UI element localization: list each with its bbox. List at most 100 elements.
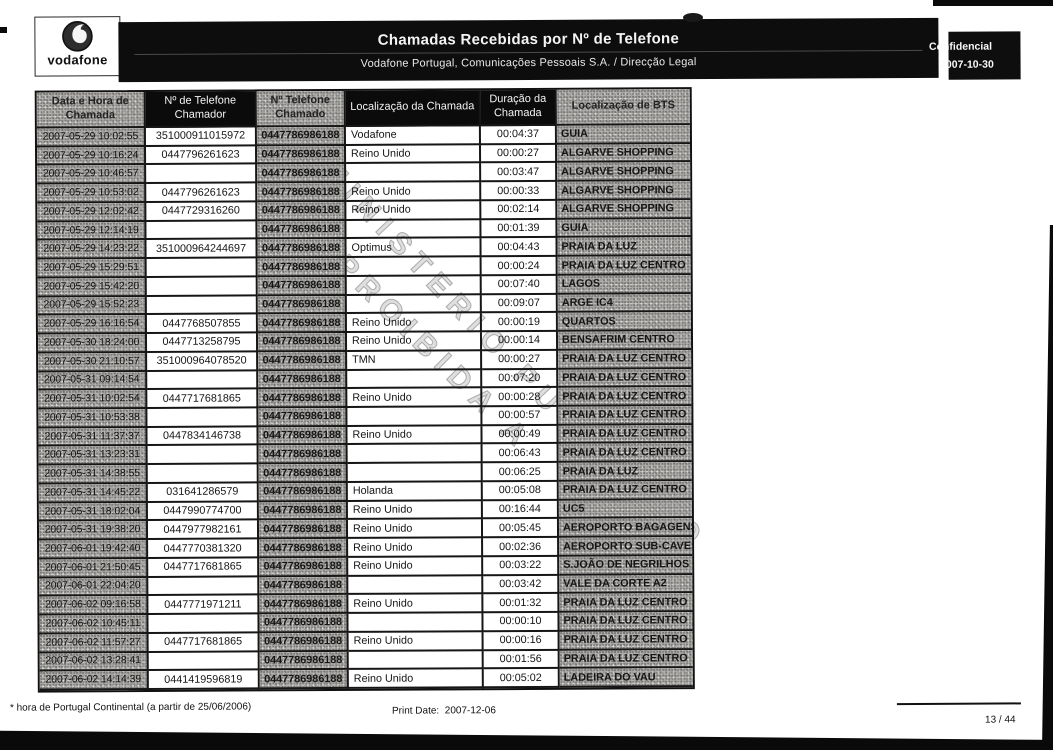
called-number-cell: 0447786986188: [258, 370, 348, 390]
datetime-cell: 2007-05-31 11:37:37: [38, 427, 148, 448]
table-body: 2007-05-29 10:02:55 351000911015972 044778…: [36, 125, 693, 691]
bts-location-cell: GUIA: [557, 218, 691, 239]
scan-artifact-blob: [683, 13, 703, 22]
called-number-cell: 0447786986188: [257, 239, 347, 259]
duration-cell: 00:03:47: [481, 163, 558, 183]
datetime-cell: 2007-05-29 12:14:19: [37, 221, 147, 241]
duration-cell: 00:02:14: [481, 200, 558, 220]
call-location-cell: Reino Unido: [346, 332, 483, 352]
caller-number-cell: 0447717681865: [148, 633, 260, 653]
call-location-cell: Reino Unido: [348, 594, 484, 615]
vodafone-logo-box: vodafone: [34, 16, 121, 77]
caller-number-cell: 0447771971211: [148, 595, 260, 616]
duration-cell: 00:00:57: [482, 406, 559, 426]
datetime-cell: 2007-06-02 14:14:39: [39, 671, 149, 691]
caller-number-cell: 0447729316260: [146, 202, 258, 222]
bts-location-cell: GUIA: [556, 125, 690, 145]
bts-location-cell: PRAIA DA LUZ CENTRO: [558, 387, 692, 407]
datetime-cell: 2007-05-29 10:16:24: [36, 146, 147, 167]
caller-number-cell: [146, 164, 258, 185]
bts-location-cell: ARGE IC4: [557, 293, 691, 314]
called-number-cell: 0447786986188: [259, 557, 349, 578]
datetime-cell: 2007-05-31 10:53:38: [38, 409, 148, 429]
call-location-cell: Reino Unido: [347, 388, 483, 408]
bts-location-cell: AEROPORTO SUB-CAVES: [559, 537, 693, 557]
caller-number-cell: 0447990774700: [147, 502, 259, 522]
call-location-cell: Holanda: [347, 482, 483, 502]
received-calls-table: Data e Hora de Chamada Nº de Telefone Ch…: [34, 87, 695, 693]
duration-cell: 00:00:24: [481, 256, 558, 277]
called-number-cell: 0447786986188: [258, 482, 348, 503]
called-number-cell: 0447786986188: [257, 314, 347, 334]
call-location-cell: [348, 613, 484, 633]
caller-number-cell: 0447717681865: [148, 558, 260, 578]
called-number-cell: 0447786986188: [258, 445, 348, 465]
duration-cell: 00:00:49: [482, 425, 559, 445]
duration-cell: 00:00:19: [481, 313, 558, 333]
column-header-bts-location: Localização de BTS: [556, 89, 690, 126]
datetime-cell: 2007-05-29 15:29:51: [37, 259, 147, 279]
duration-cell: 00:07:40: [481, 275, 558, 295]
datetime-cell: 2007-06-02 10:45:11: [39, 615, 149, 635]
called-number-cell: 0447786986188: [259, 595, 349, 615]
called-number-cell: 0447786986188: [258, 351, 348, 371]
bts-location-cell: PRAIA DA LUZ CENTRO: [558, 406, 692, 426]
datetime-cell: 2007-05-29 10:46:57: [37, 165, 147, 185]
bts-location-cell: PRAIA DA LUZ: [558, 462, 692, 482]
datetime-cell: 2007-05-30 18:24:00: [37, 334, 148, 354]
report-header-bar: Chamadas Recebidas por Nº de Telefone Vo…: [118, 17, 939, 83]
call-location-cell: [348, 575, 484, 596]
call-location-cell: [348, 650, 484, 671]
called-number-cell: 0447786986188: [259, 539, 349, 559]
called-number-cell: 0447786986188: [257, 201, 347, 222]
duration-cell: 00:04:37: [480, 125, 557, 145]
datetime-cell: 2007-06-01 21:50:45: [39, 558, 149, 579]
call-location-cell: [346, 276, 482, 296]
duration-cell: 00:07:20: [482, 369, 559, 389]
duration-cell: 00:03:42: [483, 575, 560, 595]
called-number-cell: 0447786986188: [258, 520, 349, 540]
call-location-cell: Reino Unido: [345, 144, 482, 165]
called-number-cell: 0447786986188: [258, 501, 348, 521]
caller-number-cell: 0447713258795: [146, 333, 259, 353]
call-location-cell: Reino Unido: [347, 425, 483, 446]
bts-location-cell: PRAIA DA LUZ CENTRO: [559, 612, 693, 632]
vodafone-speechmark-icon: [62, 21, 93, 52]
datetime-cell: 2007-05-31 14:45:22: [38, 483, 148, 504]
called-number-cell: 0447786986188: [258, 464, 348, 484]
confidential-label: Confidencial: [928, 40, 993, 53]
caller-number-cell: 0447834146738: [147, 427, 259, 447]
datetime-cell: 2007-06-02 13:28:41: [39, 652, 149, 672]
called-number-cell: 0447786986188: [258, 407, 348, 428]
duration-cell: 00:01:56: [483, 650, 560, 670]
duration-cell: 00:00:33: [481, 182, 558, 202]
caller-number-cell: [146, 221, 258, 241]
call-location-cell: Reino Unido: [348, 632, 484, 652]
bts-location-cell: PRAIA DA LUZ CENTRO: [558, 349, 692, 370]
caller-number-cell: 0441419596819: [148, 670, 260, 691]
bts-location-cell: VALE DA CORTE A2: [559, 574, 693, 595]
datetime-cell: 2007-05-29 16:16:54: [37, 315, 147, 335]
caller-number-cell: [148, 577, 260, 597]
bts-location-cell: ALGARVE SHOPPING: [556, 143, 691, 164]
caller-number-cell: 351000964244697: [146, 239, 258, 260]
call-location-cell: Vodafone: [345, 126, 481, 146]
duration-cell: 00:00:27: [480, 144, 558, 164]
call-location-cell: Reino Unido: [346, 182, 482, 202]
datetime-cell: 2007-06-02 09:16:58: [39, 596, 149, 616]
datetime-cell: 2007-05-31 09:14:54: [38, 371, 148, 391]
footnote: * hora de Portugal Continental (a partir…: [9, 701, 252, 714]
called-number-cell: 0447786986188: [256, 126, 346, 147]
duration-cell: 00:02:36: [483, 537, 560, 558]
datetime-cell: 2007-05-31 10:02:54: [38, 390, 148, 410]
call-location-cell: [346, 219, 482, 240]
bts-location-cell: LADEIRA DO VAU: [559, 668, 693, 688]
duration-cell: 00:05:45: [482, 519, 560, 539]
bts-location-cell: PRAIA DA LUZ CENTRO: [558, 368, 692, 389]
report-subtitle: Vodafone Portugal, Comunicações Pessoais…: [360, 56, 697, 70]
bts-location-cell: ALGARVE SHOPPING: [557, 162, 691, 183]
datetime-cell: 2007-05-29 10:02:55: [36, 127, 146, 148]
bts-location-cell: PRAIA DA LUZ CENTRO: [558, 443, 692, 464]
call-location-cell: Reino Unido: [348, 538, 484, 558]
